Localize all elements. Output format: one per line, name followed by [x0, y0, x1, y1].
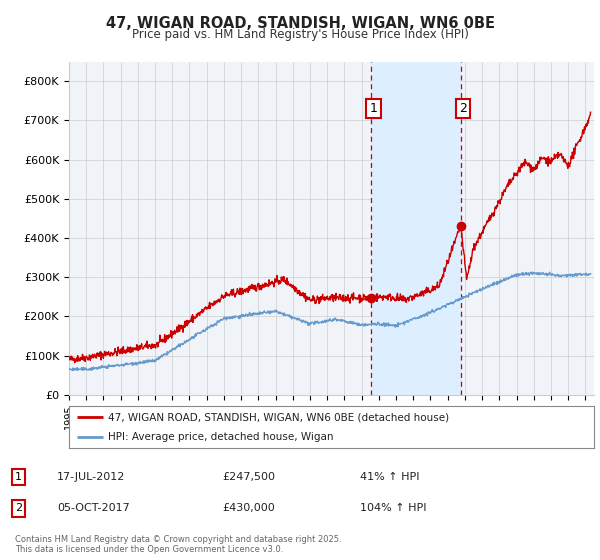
Bar	[371, 62, 461, 395]
Text: 41% ↑ HPI: 41% ↑ HPI	[360, 472, 419, 482]
Text: Price paid vs. HM Land Registry's House Price Index (HPI): Price paid vs. HM Land Registry's House …	[131, 28, 469, 41]
Text: 47, WIGAN ROAD, STANDISH, WIGAN, WN6 0BE: 47, WIGAN ROAD, STANDISH, WIGAN, WN6 0BE	[106, 16, 494, 31]
Text: £430,000: £430,000	[222, 503, 275, 514]
Text: 1: 1	[370, 102, 377, 115]
Text: 1: 1	[15, 472, 22, 482]
Text: HPI: Average price, detached house, Wigan: HPI: Average price, detached house, Wiga…	[109, 432, 334, 442]
Text: £247,500: £247,500	[222, 472, 275, 482]
Text: 104% ↑ HPI: 104% ↑ HPI	[360, 503, 427, 514]
Text: 47, WIGAN ROAD, STANDISH, WIGAN, WN6 0BE (detached house): 47, WIGAN ROAD, STANDISH, WIGAN, WN6 0BE…	[109, 412, 449, 422]
Text: 17-JUL-2012: 17-JUL-2012	[57, 472, 125, 482]
Text: 2: 2	[460, 102, 467, 115]
Text: 2: 2	[15, 503, 22, 514]
Text: 05-OCT-2017: 05-OCT-2017	[57, 503, 130, 514]
Text: Contains HM Land Registry data © Crown copyright and database right 2025.
This d: Contains HM Land Registry data © Crown c…	[15, 535, 341, 554]
